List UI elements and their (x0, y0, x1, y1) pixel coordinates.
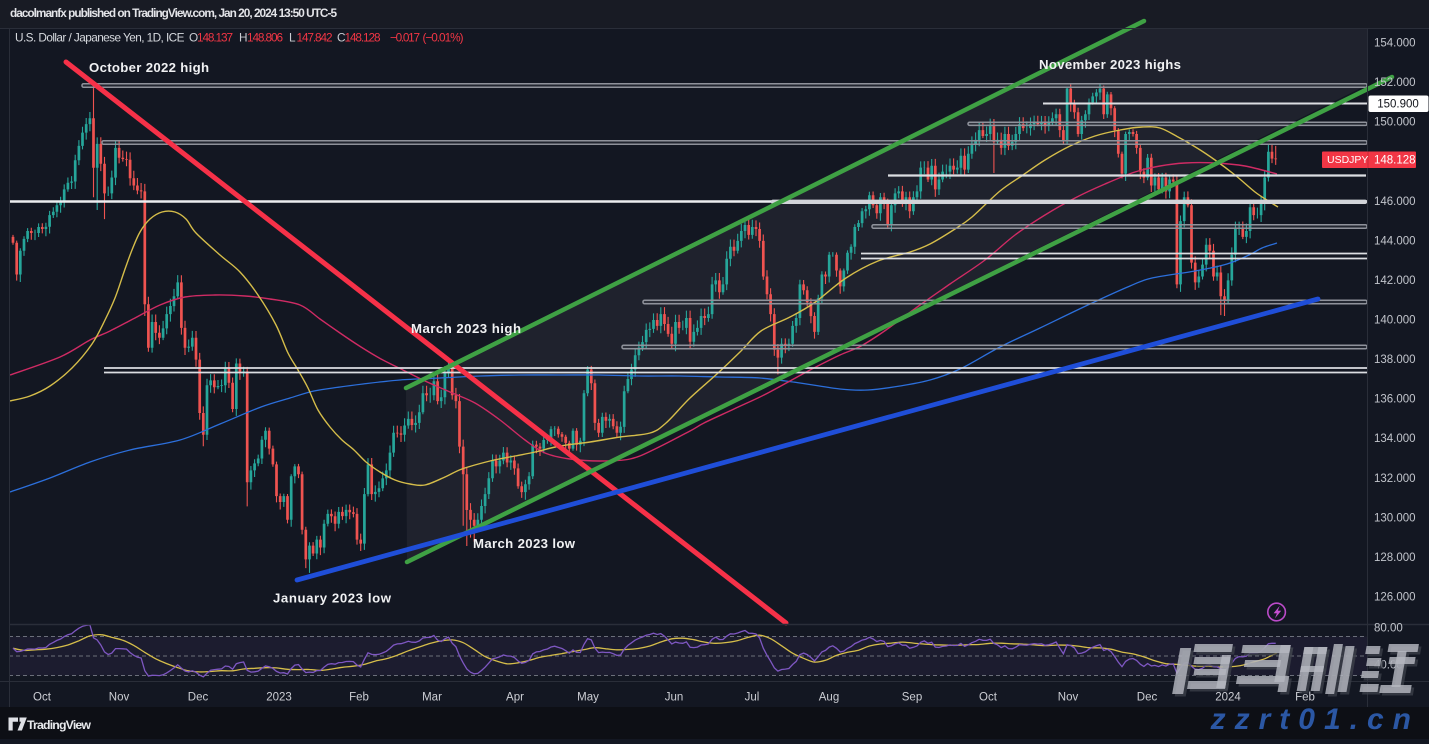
svg-text:148.137: 148.137 (197, 31, 233, 45)
svg-text:(−0.01%): (−0.01%) (423, 31, 464, 45)
svg-text:Nov: Nov (1058, 692, 1079, 704)
svg-text:132.000: 132.000 (1374, 473, 1416, 485)
svg-text:Apr: Apr (506, 692, 524, 704)
svg-text:U.S. Dollar / Japanese Yen, 1D: U.S. Dollar / Japanese Yen, 1D, ICE (15, 31, 185, 45)
svg-text:January 2023 low: January 2023 low (273, 591, 392, 606)
svg-text:146.000: 146.000 (1374, 196, 1416, 208)
svg-text:154.000: 154.000 (1374, 38, 1416, 50)
svg-text:144.000: 144.000 (1374, 235, 1416, 247)
svg-text:October 2022 high: October 2022 high (89, 60, 209, 75)
svg-text:2024: 2024 (1215, 692, 1241, 704)
svg-text:C: C (337, 31, 346, 45)
svg-text:L: L (289, 31, 296, 45)
svg-text:148.806: 148.806 (247, 31, 283, 45)
svg-text:148.128: 148.128 (345, 31, 381, 45)
svg-text:Mar: Mar (422, 692, 442, 704)
svg-text:Dec: Dec (1137, 692, 1158, 704)
svg-text:Oct: Oct (979, 692, 998, 704)
svg-text:Jun: Jun (665, 692, 684, 704)
svg-text:Jul: Jul (745, 692, 760, 704)
svg-text:May: May (577, 692, 599, 704)
svg-text:Oct: Oct (33, 692, 52, 704)
svg-text:−0.017: −0.017 (390, 31, 420, 45)
svg-text:Dec: Dec (188, 692, 209, 704)
svg-text:2023: 2023 (266, 692, 292, 704)
svg-text:126.000: 126.000 (1374, 592, 1416, 604)
svg-text:150.000: 150.000 (1374, 117, 1416, 129)
svg-text:128.000: 128.000 (1374, 552, 1416, 564)
svg-text:142.000: 142.000 (1374, 275, 1416, 287)
svg-text:140.000: 140.000 (1374, 315, 1416, 327)
svg-text:80.00: 80.00 (1374, 623, 1403, 635)
svg-text:150.900: 150.900 (1377, 99, 1419, 111)
svg-text:November 2023 highs: November 2023 highs (1039, 57, 1181, 72)
svg-text:Nov: Nov (109, 692, 130, 704)
svg-text:134.000: 134.000 (1374, 433, 1416, 445)
svg-text:148.128: 148.128 (1374, 154, 1416, 166)
svg-text:dacolmanfx published on Tradin: dacolmanfx published on TradingView.com,… (10, 6, 337, 20)
svg-text:zzrt01.cn: zzrt01.cn (1210, 703, 1420, 736)
svg-text:March 2023 high: March 2023 high (411, 321, 521, 336)
svg-text:O: O (189, 31, 198, 45)
svg-text:Aug: Aug (819, 692, 839, 704)
svg-text:147.842: 147.842 (297, 31, 333, 45)
svg-text:Feb: Feb (349, 692, 369, 704)
svg-text:152.000: 152.000 (1374, 77, 1416, 89)
svg-text:USDJPY: USDJPY (1327, 154, 1368, 166)
svg-text:138.000: 138.000 (1374, 354, 1416, 366)
svg-text:130.000: 130.000 (1374, 512, 1416, 524)
svg-text:TradingView: TradingView (27, 718, 91, 732)
svg-text:Sep: Sep (902, 692, 922, 704)
svg-text:Feb: Feb (1295, 692, 1315, 704)
svg-text:136.000: 136.000 (1374, 394, 1416, 406)
svg-text:March 2023 low: March 2023 low (473, 536, 576, 551)
svg-text:H: H (239, 31, 248, 45)
